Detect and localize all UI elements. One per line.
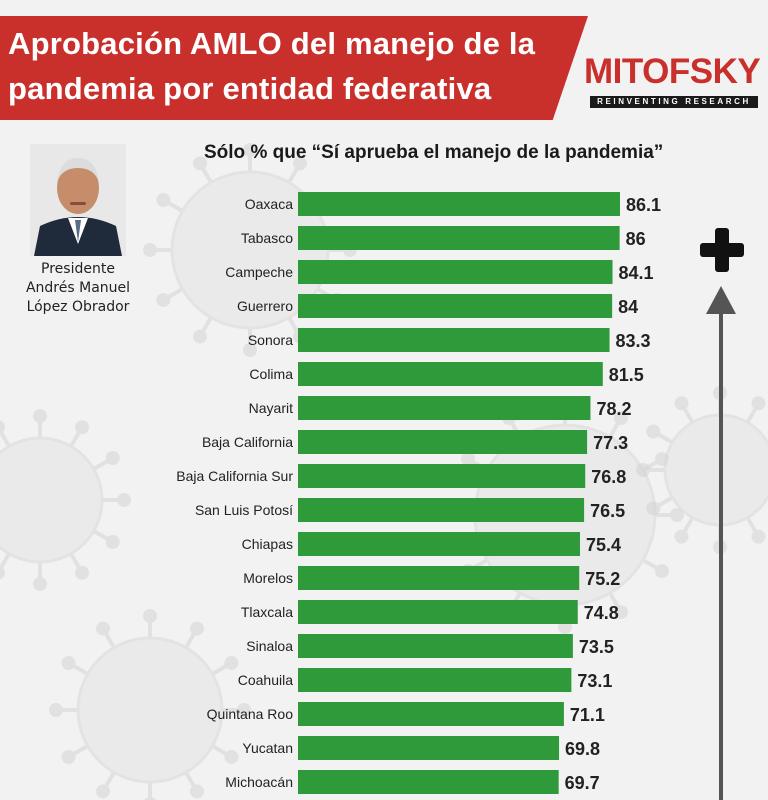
bar	[298, 498, 585, 522]
bar	[298, 532, 580, 556]
virus-shape	[636, 386, 768, 554]
up-arrow-icon	[706, 286, 736, 800]
mitofsky-logo: MITOFSKY REINVENTING RESEARCH	[578, 46, 768, 110]
category-label: Tabasco	[241, 230, 293, 246]
category-label: Chiapas	[242, 536, 293, 552]
category-label: Morelos	[243, 570, 293, 586]
bar	[298, 328, 610, 352]
bar	[298, 362, 603, 386]
caption-line-1: Presidente	[41, 261, 115, 277]
virus-shape	[49, 609, 251, 800]
data-label: 73.5	[579, 637, 614, 657]
bar	[298, 702, 564, 726]
chart-title-line-1: Aprobación AMLO del manejo de la	[8, 26, 536, 61]
category-label: San Luis Potosí	[195, 502, 293, 518]
virus-shape	[0, 409, 131, 591]
category-label: Michoacán	[225, 774, 293, 790]
chart-subtitle: Sólo % que “Sí aprueba el manejo de la p…	[204, 142, 664, 163]
bar	[298, 600, 578, 624]
data-label: 78.2	[596, 399, 631, 419]
data-label: 76.8	[591, 467, 626, 487]
category-label: Colima	[249, 366, 293, 382]
category-label: Campeche	[225, 264, 293, 280]
category-label: Tlaxcala	[241, 604, 293, 620]
president-caption: Presidente Andrés Manuel López Obrador	[18, 260, 138, 317]
bar	[298, 430, 588, 454]
data-label: 84	[618, 297, 638, 317]
category-label: Yucatan	[242, 740, 293, 756]
chart-title-line-2: pandemia por entidad federativa	[8, 71, 492, 106]
data-label: 69.7	[565, 773, 600, 793]
bar	[298, 192, 620, 216]
category-label: Baja California	[202, 434, 293, 450]
category-label: Oaxaca	[245, 196, 293, 212]
approval-bar-chart: Oaxaca 86.1 Tabasco 86 Campeche 84.1 Guerrero 8…	[176, 192, 661, 794]
category-label: Sonora	[248, 332, 293, 348]
plus-icon	[700, 228, 744, 272]
data-label: 76.5	[590, 501, 625, 521]
bar	[298, 226, 620, 250]
bar	[298, 260, 613, 284]
data-label: 84.1	[619, 263, 654, 283]
data-label: 75.4	[586, 535, 621, 555]
data-label: 86	[626, 229, 646, 249]
data-label: 75.2	[585, 569, 620, 589]
caption-line-2: Andrés Manuel	[25, 280, 131, 296]
data-label: 86.1	[626, 195, 661, 215]
data-label: 71.1	[570, 705, 605, 725]
logo-tagline: REINVENTING RESEARCH	[590, 96, 758, 108]
category-label: Coahuila	[238, 672, 293, 688]
bar	[298, 668, 572, 692]
caption-line-3: López Obrador	[26, 299, 130, 315]
bar	[298, 634, 573, 658]
data-label: 74.8	[584, 603, 619, 623]
bar	[298, 396, 591, 420]
title-banner	[0, 16, 588, 120]
data-label: 77.3	[593, 433, 628, 453]
category-label: Sinaloa	[246, 638, 293, 654]
bar	[298, 294, 613, 318]
data-label: 69.8	[565, 739, 600, 759]
category-label: Nayarit	[249, 400, 293, 416]
data-label: 81.5	[609, 365, 644, 385]
data-label: 83.3	[616, 331, 651, 351]
category-label: Baja California Sur	[176, 468, 293, 484]
bar	[298, 736, 560, 760]
data-label: 73.1	[577, 671, 612, 691]
logo-name: MITOFSKY	[584, 52, 761, 91]
category-label: Guerrero	[237, 298, 293, 314]
bar	[298, 464, 586, 488]
president-portrait	[30, 144, 126, 256]
bar	[298, 566, 580, 590]
bar	[298, 770, 559, 794]
category-label: Quintana Roo	[207, 706, 294, 722]
